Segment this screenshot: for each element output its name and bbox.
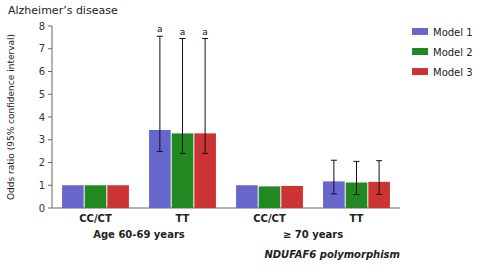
legend-swatch bbox=[412, 68, 428, 75]
y-tick bbox=[48, 71, 52, 72]
bar bbox=[107, 185, 129, 208]
y-tick-label: 8 bbox=[39, 21, 45, 32]
error-bar bbox=[331, 160, 337, 194]
y-tick-label: 4 bbox=[39, 112, 45, 123]
error-bar bbox=[202, 39, 208, 154]
error-bar bbox=[157, 36, 163, 151]
y-tick-label: 1 bbox=[39, 180, 45, 191]
x-tick-label: TT bbox=[350, 213, 364, 224]
bars bbox=[62, 36, 390, 208]
bar bbox=[85, 185, 107, 208]
x-tick-label: CC/CT bbox=[79, 213, 112, 224]
y-tick bbox=[48, 162, 52, 163]
group-label: Age 60-69 years bbox=[93, 229, 185, 240]
y-tick-label: 3 bbox=[39, 134, 45, 145]
y-tick bbox=[48, 185, 52, 186]
y-tick bbox=[48, 48, 52, 49]
bar bbox=[281, 186, 303, 208]
legend-label: Model 1 bbox=[433, 27, 473, 38]
y-tick bbox=[48, 139, 52, 140]
legend: Model 1 Model 2 Model 3 bbox=[412, 27, 473, 78]
significance-label: a bbox=[157, 24, 163, 34]
y-tick bbox=[48, 94, 52, 95]
error-bar bbox=[180, 39, 186, 154]
y-axis: 0 1 2 3 4 5 6 7 8 bbox=[39, 21, 400, 214]
error-bar bbox=[354, 161, 360, 194]
legend-label: Model 2 bbox=[433, 47, 473, 58]
group-label: ≥ 70 years bbox=[283, 229, 343, 240]
x-axis-label: NDUFAF6 polymorphism bbox=[264, 249, 400, 260]
error-bar bbox=[376, 161, 382, 195]
y-tick bbox=[48, 208, 52, 209]
x-tick-label: TT bbox=[176, 213, 190, 224]
significance-label: a bbox=[202, 27, 208, 37]
title: Alzheimer’s disease bbox=[8, 4, 118, 17]
legend-swatch bbox=[412, 28, 428, 35]
bar bbox=[236, 185, 258, 208]
y-tick-label: 7 bbox=[39, 43, 45, 54]
y-tick-label: 6 bbox=[39, 66, 45, 77]
x-tick-label: CC/CT bbox=[253, 213, 286, 224]
y-axis-label: Odds ratio (95% confidence interval) bbox=[6, 34, 16, 200]
y-tick bbox=[48, 26, 52, 27]
y-axis-line bbox=[52, 26, 53, 208]
bar bbox=[62, 185, 84, 208]
y-tick bbox=[48, 117, 52, 118]
y-tick-label: 5 bbox=[39, 89, 45, 100]
y-tick-label: 0 bbox=[39, 203, 45, 214]
legend-label: Model 3 bbox=[433, 67, 473, 78]
chart: Alzheimer’s disease 0 1 2 3 4 5 6 7 8 Odds ratio (… bbox=[0, 0, 500, 279]
legend-swatch bbox=[412, 48, 428, 55]
bar bbox=[259, 186, 281, 208]
y-tick-label: 2 bbox=[39, 157, 45, 168]
significance-label: a bbox=[180, 27, 186, 37]
